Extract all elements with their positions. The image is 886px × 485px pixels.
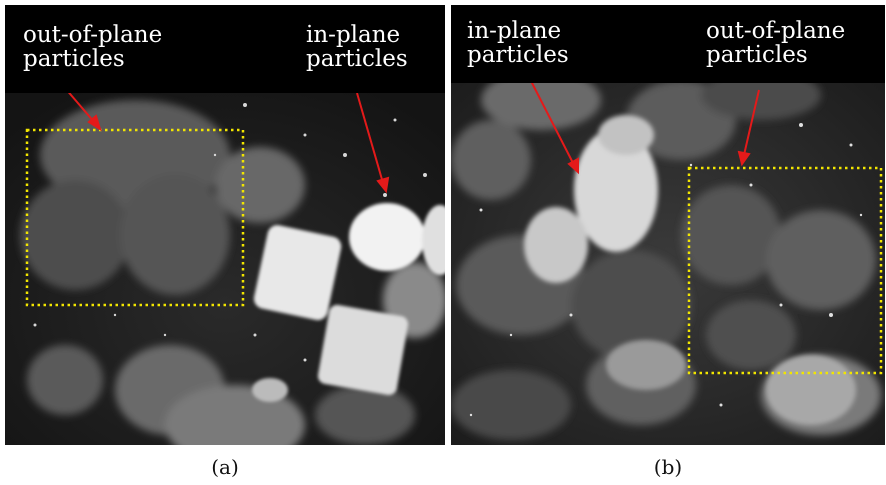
micrograph-panel-b: in-plane particles out-of-plane particle… (451, 5, 885, 445)
micrograph-image-b (451, 70, 885, 445)
caption-b: (b) (653, 455, 683, 479)
label-in-plane-a: in-plane particles (306, 22, 408, 72)
label-bar-a: out-of-plane particles in-plane particle… (5, 5, 445, 93)
label-out-of-plane-b: out-of-plane particles (706, 18, 846, 68)
annotation-box-a (25, 128, 245, 307)
label-out-of-plane-a: out-of-plane particles (23, 22, 163, 72)
label-bar-b: in-plane particles out-of-plane particle… (451, 5, 885, 83)
label-in-plane-b: in-plane particles (467, 18, 569, 68)
annotation-box-b (687, 166, 883, 375)
caption-a: (a) (211, 455, 239, 479)
arrows-b (530, 80, 760, 175)
arrows-a (64, 87, 390, 194)
micrograph-image-a (5, 87, 445, 445)
micrograph-panel-a: out-of-plane particles in-plane particle… (5, 5, 445, 445)
